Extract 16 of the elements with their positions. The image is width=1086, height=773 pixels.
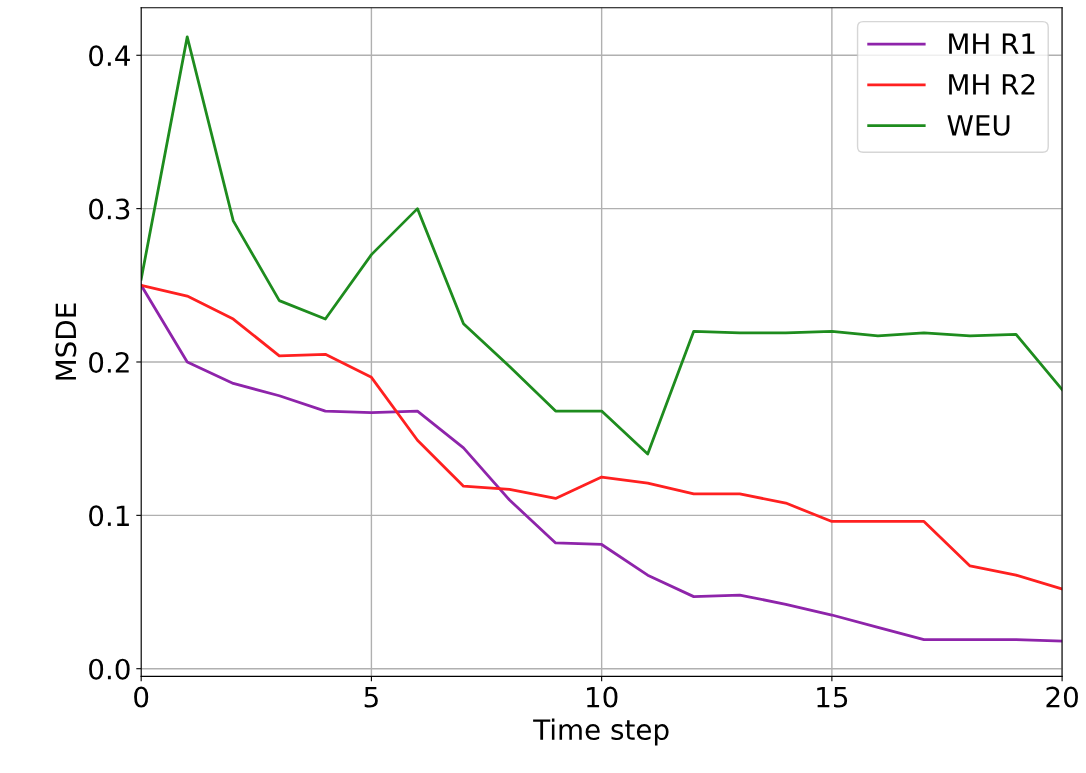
y-tick-label: 0.1: [89, 505, 129, 527]
x-tick-label: 0: [134, 686, 149, 708]
y-tick-label: 0.3: [89, 198, 130, 220]
legend-label: MH R2: [949, 73, 1035, 95]
legend-label: MH R1: [949, 33, 1035, 54]
y-tick-label: 0.2: [89, 351, 129, 373]
x-tick-label: 5: [364, 686, 378, 708]
line-series: [141, 35, 1063, 456]
y-tick-label: 0.4: [89, 45, 130, 67]
x-tick-label: 10: [587, 686, 618, 708]
y-tick-label: 0.0: [89, 658, 130, 680]
y-axis-title: MSDE: [55, 303, 77, 380]
x-axis-title: Time step: [533, 718, 669, 746]
legend-label: WEU: [947, 115, 1010, 136]
x-tick-label: 15: [817, 686, 848, 708]
x-tick-label: 20: [1046, 686, 1078, 708]
